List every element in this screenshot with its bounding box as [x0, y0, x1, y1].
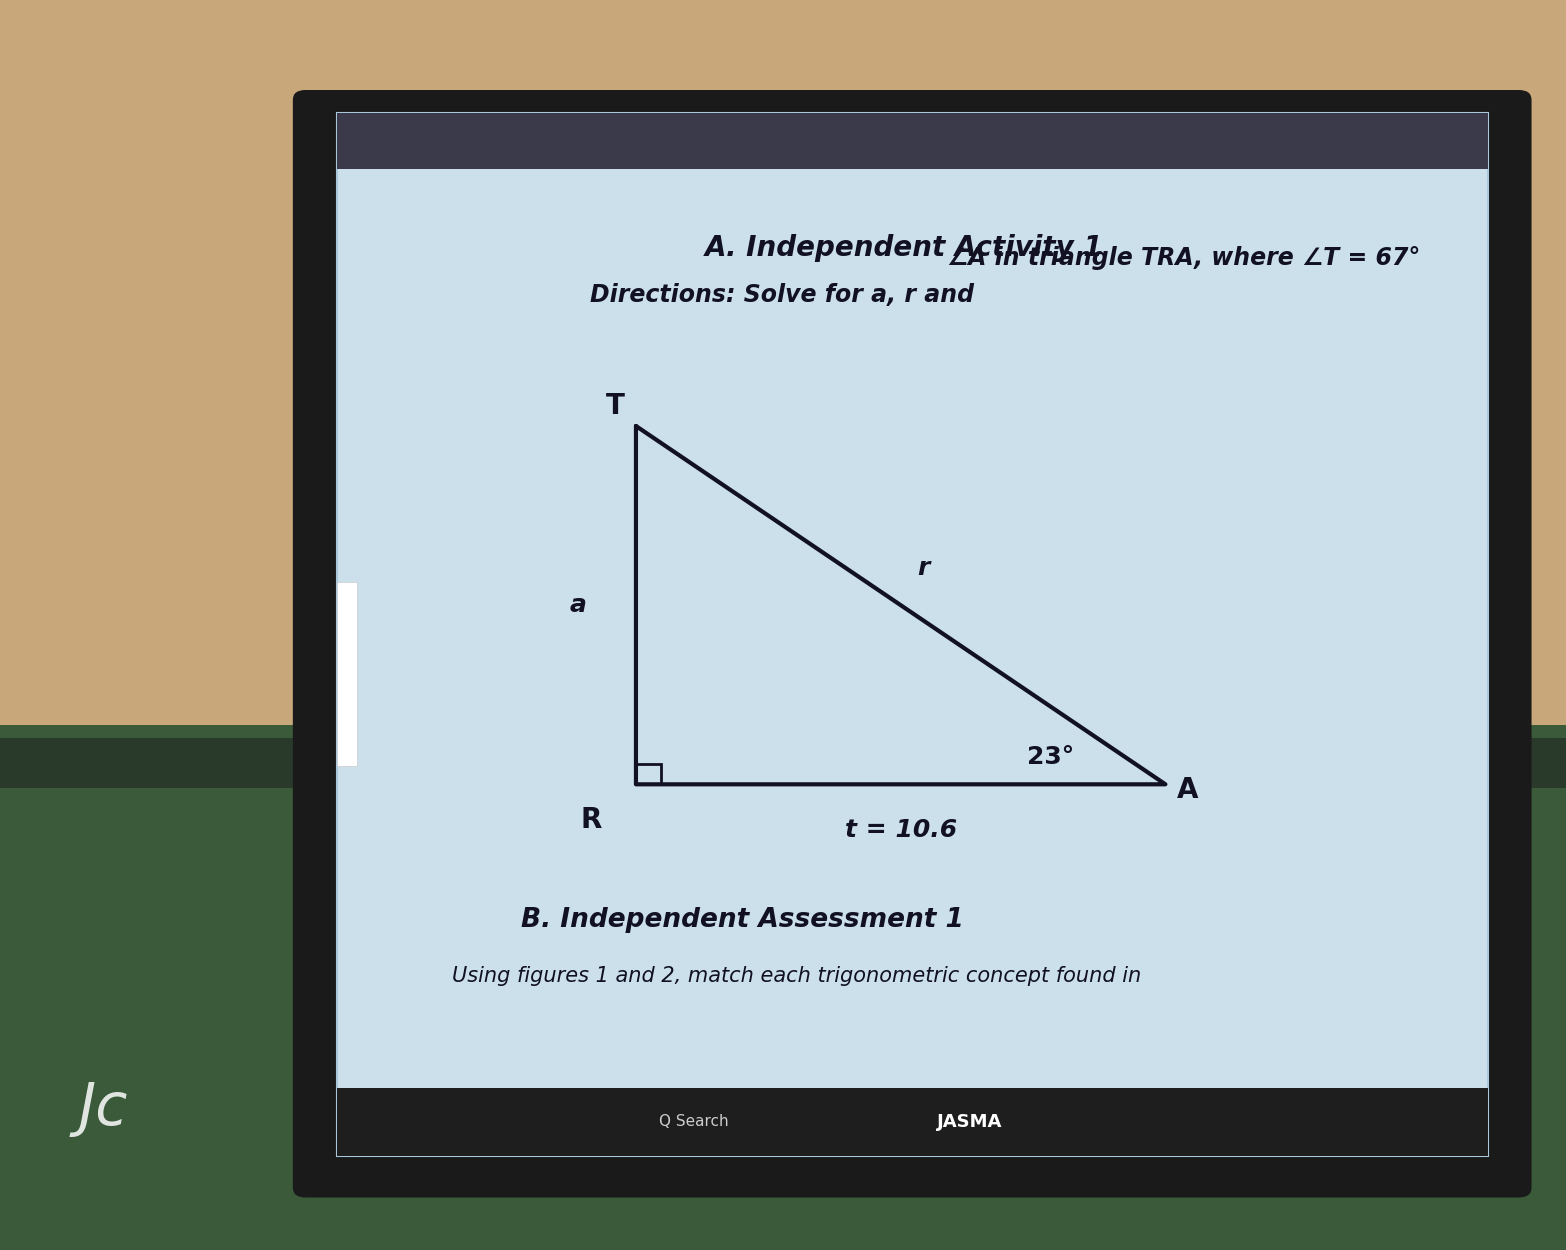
- Text: Using figures 1 and 2, match each trigonometric concept found in: Using figures 1 and 2, match each trigon…: [451, 966, 1142, 986]
- Text: T: T: [606, 392, 625, 420]
- Text: a: a: [570, 594, 587, 618]
- Bar: [0, 738, 1566, 788]
- Text: A: A: [1178, 776, 1198, 804]
- Bar: [0, 0, 1566, 775]
- Bar: [337, 1088, 1488, 1156]
- Bar: [337, 112, 1488, 1156]
- Text: ∠A in triangle TRA, where ∠T = 67°: ∠A in triangle TRA, where ∠T = 67°: [947, 246, 1420, 270]
- Bar: [636, 764, 661, 784]
- Text: Jc: Jc: [78, 1080, 128, 1138]
- FancyBboxPatch shape: [293, 90, 1532, 1198]
- Text: A. Independent Activity 1: A. Independent Activity 1: [705, 234, 1104, 262]
- Text: B. Independent Assessment 1: B. Independent Assessment 1: [521, 906, 963, 932]
- Text: JASMA: JASMA: [936, 1112, 1002, 1131]
- Text: Q Search: Q Search: [659, 1115, 728, 1130]
- Text: 23°: 23°: [1027, 745, 1074, 769]
- Text: R: R: [579, 806, 601, 834]
- Text: t = 10.6: t = 10.6: [844, 819, 957, 842]
- Text: Directions: Solve for a, r and: Directions: Solve for a, r and: [590, 282, 974, 308]
- Bar: [337, 582, 357, 766]
- Bar: [0, 725, 1566, 1250]
- Text: r: r: [918, 556, 930, 580]
- Bar: [337, 112, 1488, 169]
